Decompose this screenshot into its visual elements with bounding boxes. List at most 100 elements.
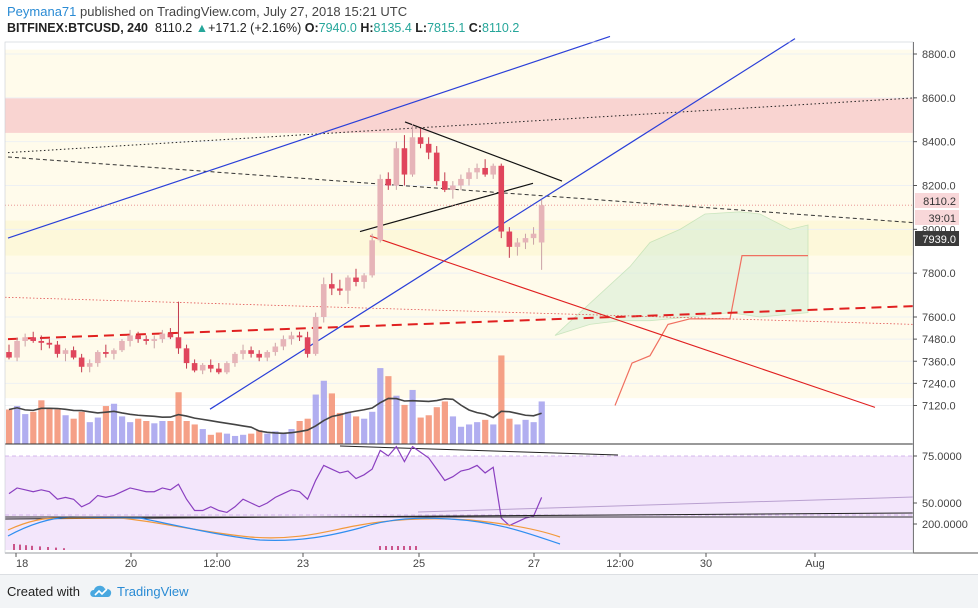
volume-bar	[207, 434, 214, 444]
time-tick-label: 30	[700, 558, 712, 570]
ichimoku-lagging-line	[614, 255, 808, 406]
candle-body	[30, 337, 37, 341]
time-tick-label: 23	[297, 558, 309, 570]
high-value: 8135.4	[373, 21, 412, 35]
tradingview-cloud-icon[interactable]	[88, 582, 114, 600]
volume-bar	[6, 409, 13, 444]
volume-bar	[151, 423, 158, 444]
candle-body	[127, 335, 133, 341]
up-arrow-icon: ▲	[195, 21, 209, 35]
high-label: H:	[360, 21, 374, 35]
symbol-line: BITFINEX:BTCUSD, 240 8110.2 ▲+171.2 (+2.…	[7, 21, 519, 35]
volume-bar	[231, 435, 239, 444]
open-value: 7940.0	[318, 21, 357, 35]
volume-bar	[46, 408, 53, 444]
volume-bar	[62, 415, 69, 444]
candle-body	[94, 352, 101, 364]
close-value: 8110.2	[482, 21, 520, 35]
volume-bar	[167, 421, 174, 444]
triangle-lower-line	[359, 182, 534, 233]
volume-bar	[425, 415, 432, 444]
candle-body	[345, 277, 351, 291]
candle-body	[425, 143, 432, 153]
cloud-area	[554, 211, 809, 336]
time-tick-label: Aug	[805, 558, 825, 570]
volume-ma-line	[8, 397, 542, 435]
candle-body	[199, 364, 206, 371]
candle-body	[466, 172, 472, 179]
footer-bar: Created with TradingView	[0, 574, 978, 608]
volume-bar	[385, 376, 392, 444]
time-tick-label: 18	[16, 558, 28, 570]
open-label: O:	[304, 21, 319, 35]
volume-bar	[143, 421, 150, 444]
candle-body	[70, 350, 77, 358]
price-tick-label: 8400.0	[922, 137, 956, 149]
volume-bar	[159, 421, 166, 444]
price-label-bg	[915, 231, 959, 246]
price-change: +171.2 (+2.16%)	[208, 21, 302, 35]
volume-bar	[183, 421, 190, 444]
candle-body	[224, 363, 230, 373]
candle-body	[530, 233, 537, 239]
publish-line: Peymana71 published on TradingView.com, …	[7, 4, 407, 19]
candle-body	[14, 340, 20, 358]
price-label: 8110.2	[923, 196, 956, 208]
candle-body	[320, 284, 327, 317]
candle-body	[159, 333, 166, 340]
candle-body	[183, 348, 190, 364]
volume-bar	[441, 401, 448, 444]
candle-body	[6, 352, 12, 358]
volume-bar	[336, 412, 344, 444]
volume-bar	[522, 419, 529, 444]
volume-bar	[14, 406, 21, 444]
candle-body	[232, 353, 238, 364]
volume-bar	[288, 429, 295, 444]
candle-body	[240, 350, 246, 354]
price-tick-label: 8200.0	[922, 181, 956, 193]
author-link[interactable]: Peymana71	[7, 4, 77, 19]
volume-bar	[78, 411, 85, 444]
volume-bar	[369, 411, 376, 444]
volume-bar	[70, 418, 77, 444]
volume-bar	[304, 418, 311, 444]
price-tick-label: 7240.0	[922, 378, 956, 390]
candle-body	[385, 178, 392, 186]
volume-bar	[433, 407, 440, 444]
volume-bar	[401, 404, 408, 444]
created-with-text: Created with	[7, 584, 80, 599]
rsi-band	[5, 456, 913, 550]
volume-bar	[30, 411, 37, 444]
volume-bars	[6, 355, 545, 444]
candle-body	[216, 368, 222, 373]
candle-body	[312, 317, 319, 354]
candle-body	[450, 185, 456, 190]
candle-body	[207, 364, 214, 369]
volume-bar	[191, 424, 198, 444]
volume-bar	[474, 422, 481, 444]
tradingview-brand-link[interactable]: TradingView	[117, 584, 189, 599]
volume-bar	[320, 380, 327, 444]
candle-body	[54, 344, 61, 354]
price-tick-label: 7800.0	[922, 268, 956, 280]
candle-body	[304, 337, 311, 354]
candle-body	[417, 137, 424, 144]
volume-bar	[457, 426, 465, 444]
candle-body	[482, 167, 488, 175]
volume-bar	[102, 406, 110, 444]
volume-bar	[393, 395, 400, 444]
price-label: 7939.0	[922, 234, 956, 246]
candle-body	[46, 342, 53, 345]
volume-bar	[86, 422, 93, 444]
rsi-tick-label: 50.0000	[922, 498, 962, 510]
price-tick-label: 7480.0	[922, 334, 956, 346]
volume-bar	[498, 355, 505, 444]
candle-body	[458, 178, 464, 186]
price-label-bg	[915, 193, 959, 208]
candle-body	[143, 339, 149, 341]
price-tick-label: 7360.0	[922, 356, 956, 368]
time-tick-label: 12:00	[203, 558, 231, 570]
symbol-label: BITFINEX:BTCUSD, 240	[7, 21, 148, 35]
candle-body	[522, 238, 529, 243]
